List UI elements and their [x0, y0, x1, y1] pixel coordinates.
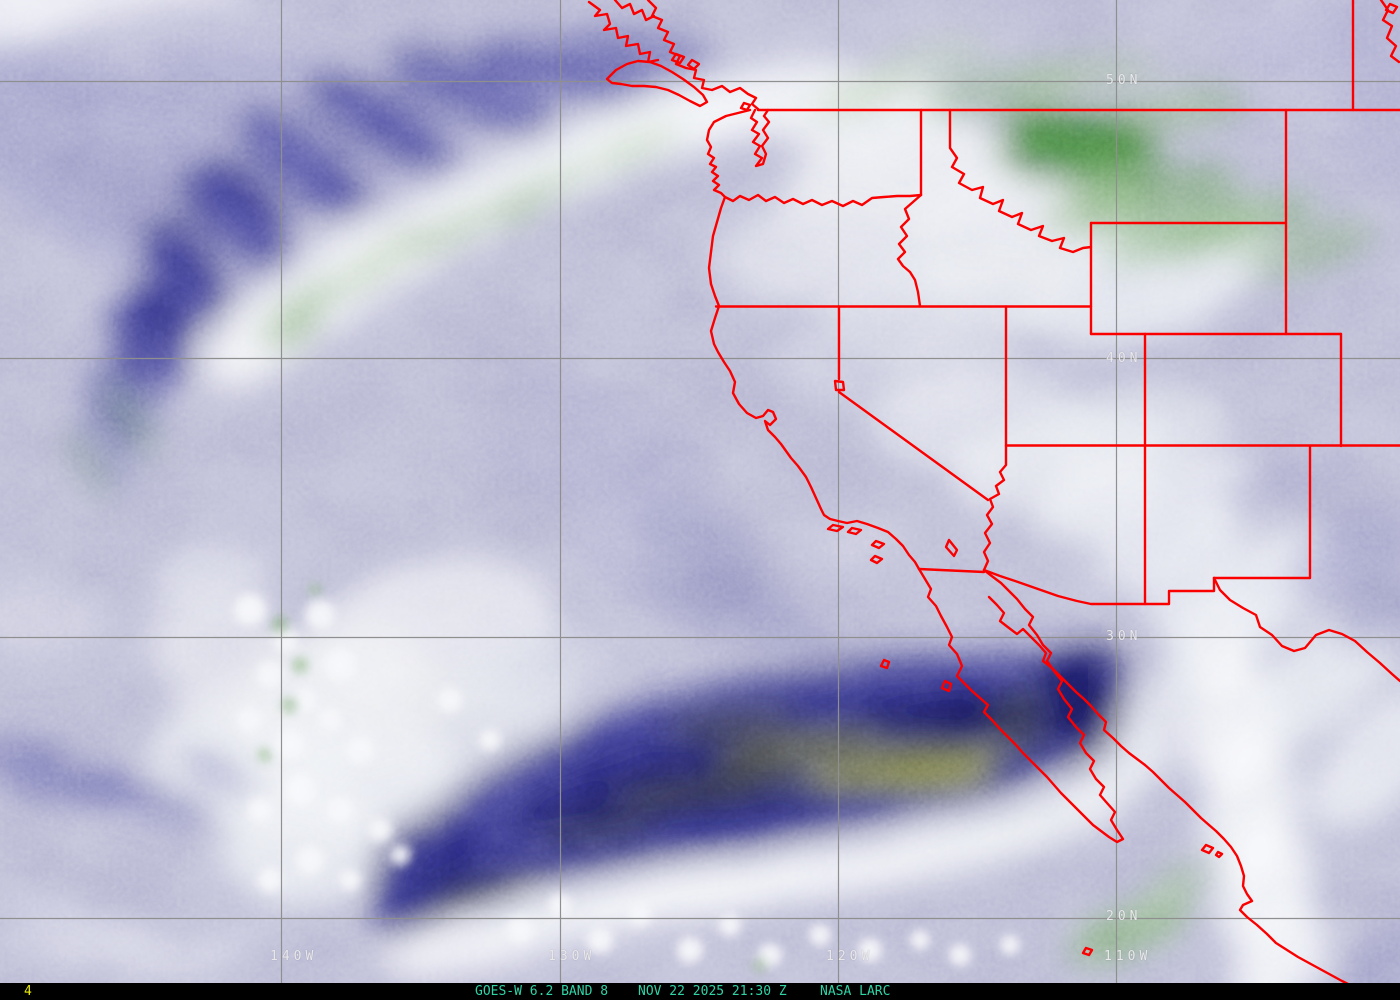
lon-label-120w: 120W: [826, 949, 874, 964]
us-mexico-border-west: [982, 568, 1216, 606]
footer-annotation-bar: 4 GOES-W 6.2 BAND 8 NOV 22 2025 21:30 Z …: [0, 983, 1400, 1000]
bc-mainland-coast: [646, 0, 760, 111]
rio-grande: [1212, 576, 1400, 683]
socorro-island: [1081, 946, 1094, 957]
baja-california-peninsula: [917, 567, 1125, 844]
vancouver-island: [605, 59, 709, 108]
puget-sound: [749, 108, 771, 168]
bc-coast: [587, 0, 660, 64]
salton-sea: [944, 538, 959, 558]
sonora-sinaloa-coast: [987, 595, 1349, 983]
state-country-borders: [587, 0, 1400, 983]
lat-label-40n: 40N: [1106, 351, 1142, 366]
lat-label-50n: 50N: [1106, 73, 1142, 88]
lon-label-140w: 140W: [270, 949, 318, 964]
washington-coast-columbia-river: [705, 108, 923, 208]
lon-label-130w: 130W: [548, 949, 596, 964]
oregon-idaho-snake-river: [896, 193, 923, 308]
lon-label-110w: 110W: [1104, 949, 1152, 964]
footer-timestamp: NOV 22 2025 21:30 Z: [638, 984, 787, 999]
manitoba-lakes: [1379, 0, 1400, 64]
footer-credit: NASA LARC: [820, 984, 891, 999]
california-nevada-border: [837, 305, 990, 502]
california-coast: [709, 304, 921, 571]
california-mexico-border: [917, 567, 986, 574]
lat-label-20n: 20N: [1106, 909, 1142, 924]
colorado-river: [982, 444, 1008, 572]
oregon-coast: [707, 195, 727, 308]
idaho-montana-border: [948, 108, 1093, 254]
new-mexico-texas-border: [1212, 444, 1312, 580]
lake-tahoe: [833, 379, 846, 392]
footer-product-label: GOES-W 6.2 BAND 8: [475, 984, 609, 999]
cedros-island: [940, 679, 953, 693]
channel-islands: [826, 523, 886, 565]
bc-islands: [613, 0, 656, 22]
frame-number: 4: [24, 984, 32, 999]
tres-marias-islands: [1200, 843, 1224, 859]
guadalupe-island: [879, 658, 891, 670]
lat-label-30n: 30N: [1106, 629, 1142, 644]
